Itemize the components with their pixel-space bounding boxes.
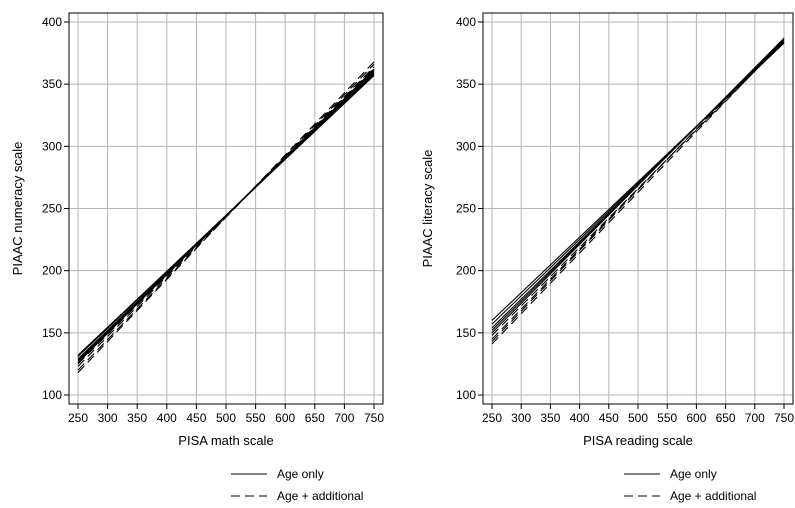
legend-label-age-additional: Age + additional — [670, 489, 756, 503]
x-tick-label: 400 — [157, 411, 177, 425]
x-tick-label: 550 — [246, 411, 266, 425]
x-tick-label: 750 — [364, 411, 384, 425]
left-chart: 250 300 350 400 450 500 550 600 650 700 750 100 150 2… — [10, 12, 384, 503]
legend: Age only Age + additional — [624, 467, 756, 503]
y-tick-label: 100 — [42, 388, 62, 402]
series-line-age-only — [77, 75, 375, 356]
x-tick-label: 500 — [628, 411, 648, 425]
y-tick-label: 400 — [456, 15, 476, 29]
y-axis-label: PIAAC literacy scale — [420, 150, 435, 268]
y-tick-label: 150 — [42, 326, 62, 340]
series-line-age-additional — [77, 61, 375, 373]
x-tick-label: 250 — [482, 411, 502, 425]
y-tick-label: 350 — [456, 77, 476, 91]
y-tick-label: 150 — [456, 326, 476, 340]
series-line-age-additional — [491, 37, 785, 342]
x-tick-label: 750 — [774, 411, 794, 425]
x-axis-label: PISA reading scale — [583, 433, 693, 448]
series-line-age-only — [491, 37, 785, 334]
x-axis-label: PISA math scale — [178, 433, 273, 448]
y-tick-label: 250 — [456, 202, 476, 216]
x-tick-label: 300 — [511, 411, 531, 425]
x-tick-label: 450 — [599, 411, 619, 425]
y-tick-label: 100 — [456, 388, 476, 402]
y-tick-label: 400 — [42, 15, 62, 29]
y-axis-label: PIAAC numeracy scale — [10, 142, 25, 276]
x-tick-label: 600 — [275, 411, 295, 425]
legend-label-age-additional: Age + additional — [277, 489, 363, 503]
x-tick-label: 500 — [216, 411, 236, 425]
y-tick-label: 200 — [456, 264, 476, 278]
x-tick-label: 450 — [186, 411, 206, 425]
series-line-age-additional — [491, 40, 785, 345]
right-chart: 250 300 350 400 450 500 550 600 650 700 750 100 150 2… — [420, 12, 794, 503]
x-tick-label: 350 — [127, 411, 147, 425]
legend: Age only Age + additional — [231, 467, 363, 503]
y-tick-label: 300 — [456, 139, 476, 153]
x-tick-label: 650 — [305, 411, 325, 425]
y-tick-label: 250 — [42, 202, 62, 216]
y-tick-label: 200 — [42, 264, 62, 278]
x-tick-label: 650 — [716, 411, 736, 425]
x-tick-label: 400 — [570, 411, 590, 425]
legend-label-age-only: Age only — [277, 467, 324, 481]
x-tick-label: 300 — [98, 411, 118, 425]
x-tick-label: 250 — [68, 411, 88, 425]
x-tick-label: 700 — [745, 411, 765, 425]
x-tick-label: 550 — [657, 411, 677, 425]
y-tick-label: 350 — [42, 77, 62, 91]
y-tick-label: 300 — [42, 139, 62, 153]
x-tick-label: 600 — [686, 411, 706, 425]
legend-label-age-only: Age only — [670, 467, 717, 481]
x-tick-label: 350 — [540, 411, 560, 425]
x-tick-label: 700 — [334, 411, 354, 425]
